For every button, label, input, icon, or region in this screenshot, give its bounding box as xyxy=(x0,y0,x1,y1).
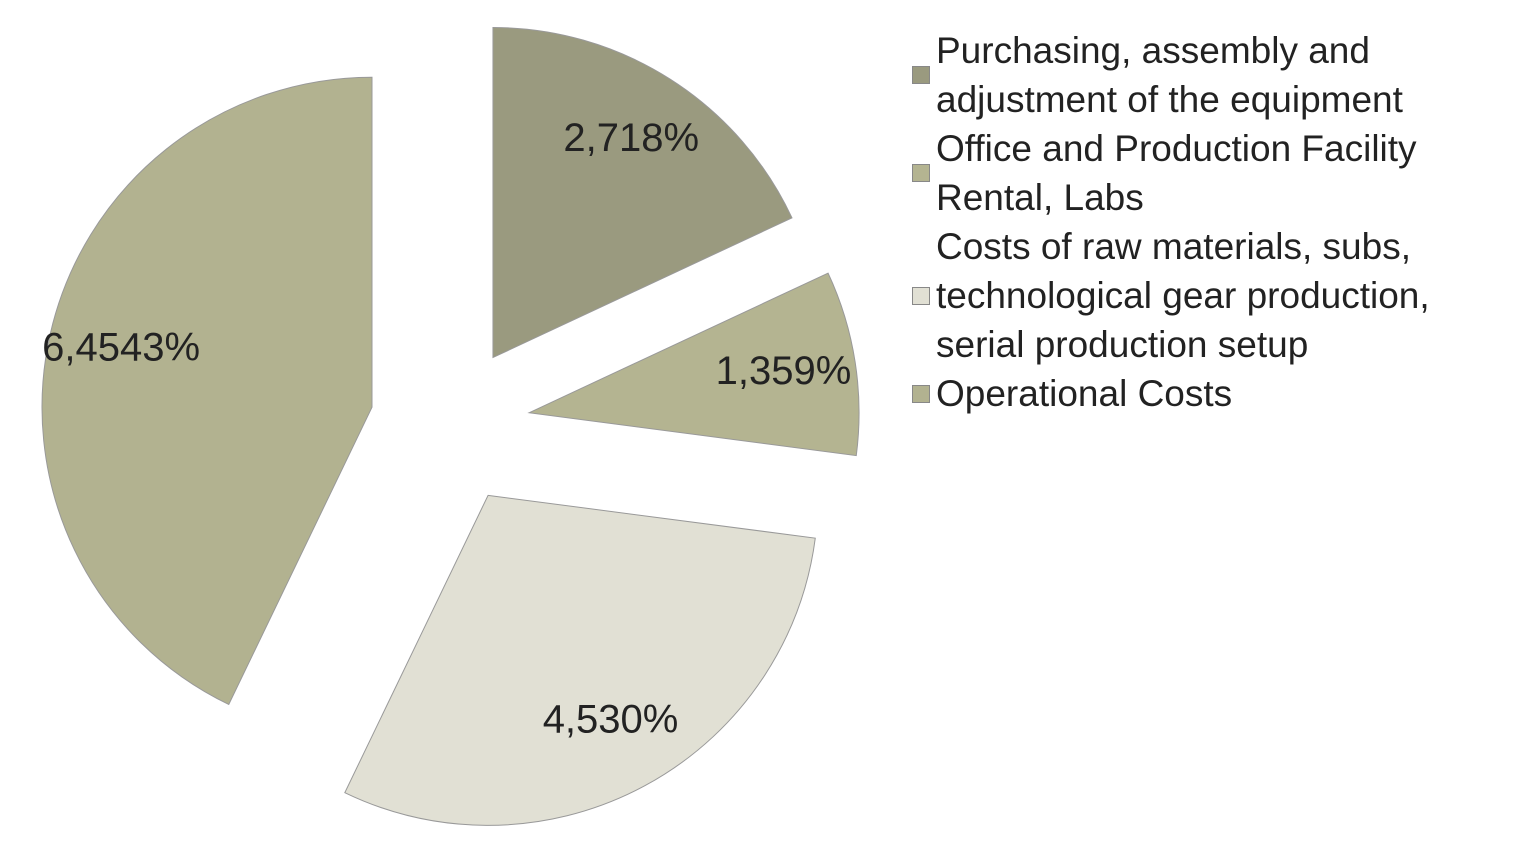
pie-slice xyxy=(527,272,860,457)
legend-label: Costs of raw materials, subs, technologi… xyxy=(936,226,1430,365)
legend-swatch xyxy=(912,286,930,305)
legend-item: Costs of raw materials, subs, technologi… xyxy=(912,222,1512,369)
pie-slice xyxy=(492,27,793,359)
pie-slice xyxy=(41,76,373,706)
data-label: 6,4543% xyxy=(42,325,200,369)
legend-swatch xyxy=(912,164,930,182)
legend-label: Operational Costs xyxy=(936,373,1233,414)
legend-label: Office and Production Facility Rental, L… xyxy=(936,128,1417,218)
legend-item: Purchasing, assembly and adjustment of t… xyxy=(912,26,1512,124)
data-label: 1,359% xyxy=(716,349,852,393)
pie-slice xyxy=(344,494,816,826)
legend-label: Purchasing, assembly and adjustment of t… xyxy=(936,30,1403,120)
legend-swatch xyxy=(912,66,930,84)
data-label: 2,718% xyxy=(563,116,699,160)
legend-swatch xyxy=(912,384,930,403)
legend-item: Office and Production Facility Rental, L… xyxy=(912,124,1512,222)
data-label: 4,530% xyxy=(543,697,679,741)
legend: Purchasing, assembly and adjustment of t… xyxy=(912,26,1512,418)
legend-item: Operational Costs xyxy=(912,369,1512,418)
